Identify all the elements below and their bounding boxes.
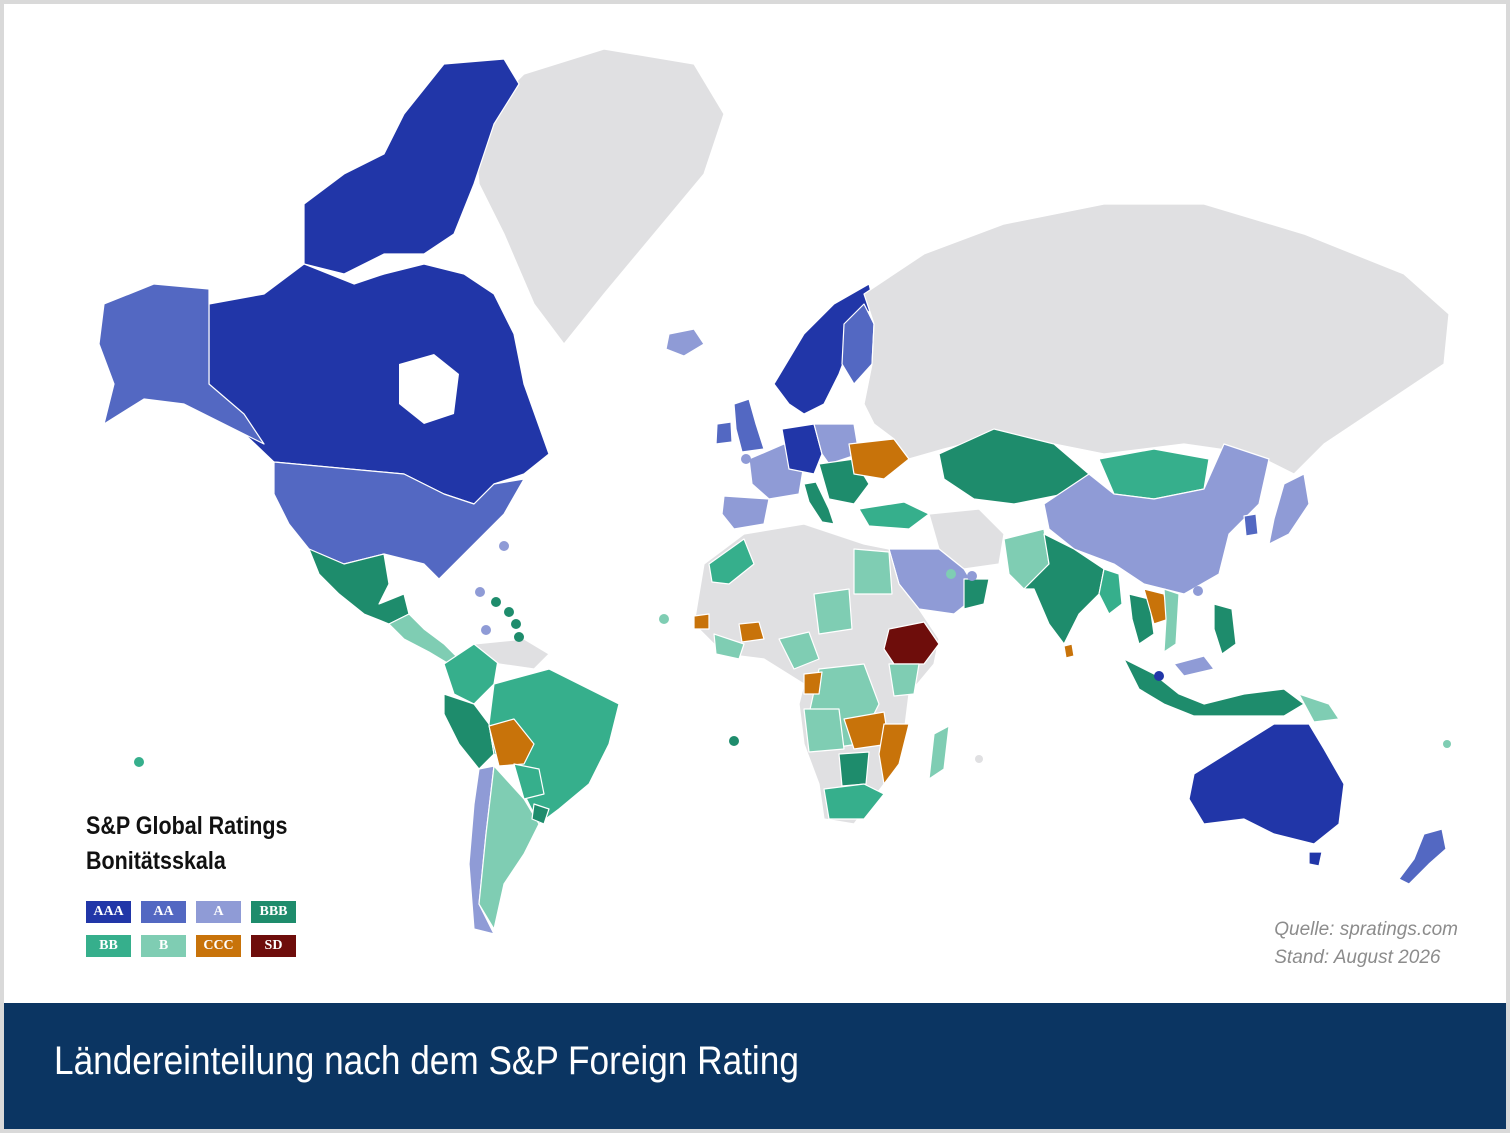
angola [803, 708, 845, 753]
thailand [1128, 593, 1155, 645]
italy [803, 481, 835, 525]
botswana [838, 751, 870, 787]
legend-swatch-b: B [141, 935, 186, 957]
island-dot [511, 619, 521, 629]
uruguay [531, 803, 550, 825]
island-dot [1154, 671, 1164, 681]
malaysia [1173, 655, 1215, 677]
legend-swatch-sd: SD [251, 935, 296, 957]
source-line: Quelle: spratings.com [1274, 919, 1458, 940]
island-dot [946, 569, 956, 579]
island-dot [1443, 740, 1451, 748]
new-zealand [1398, 828, 1447, 885]
papua-new-guinea [1298, 693, 1340, 723]
legend-swatches: AAA AA A BBB BB B CCC SD [86, 901, 346, 957]
nigeria [778, 631, 820, 670]
oman [963, 578, 990, 610]
ivory-coast [713, 633, 745, 660]
mozambique [878, 723, 910, 785]
legend-swatch-bb: BB [86, 935, 131, 957]
island-dot [729, 736, 739, 746]
ghana-region [738, 621, 765, 643]
kenya [888, 663, 920, 697]
footer-title: Ländereinteilung nach dem S&P Foreign Ra… [54, 1039, 799, 1083]
legend-title-line1: S&P Global Ratings [86, 812, 288, 840]
island-dot [1193, 586, 1203, 596]
gabon [803, 671, 823, 695]
tasmania [1308, 851, 1323, 867]
japan [1268, 473, 1310, 545]
island-dot [514, 632, 524, 642]
canada-arctic-islands [303, 58, 520, 275]
spain [721, 495, 770, 530]
ukraine [848, 438, 910, 480]
legend: S&P Global Ratings Bonitätsskala AAA AA … [86, 809, 346, 957]
morocco [708, 538, 755, 585]
date-line: Stand: August 2026 [1274, 947, 1441, 968]
source-note: Quelle: spratings.com Stand: August 2026 [1274, 916, 1458, 972]
map-card: S&P Global Ratings Bonitätsskala AAA AA … [4, 4, 1506, 1129]
paraguay [513, 763, 545, 800]
island-dot [975, 755, 983, 763]
greenland [473, 48, 725, 345]
egypt [853, 548, 893, 595]
island-dot [491, 597, 501, 607]
island-dot [475, 587, 485, 597]
ethiopia [883, 621, 940, 665]
ireland [715, 421, 733, 445]
island-dot [504, 607, 514, 617]
legend-swatch-bbb: BBB [251, 901, 296, 923]
korea [1243, 513, 1259, 537]
south-africa [823, 783, 885, 820]
canada [208, 263, 550, 505]
island-dot [741, 454, 751, 464]
legend-swatch-a: A [196, 901, 241, 923]
philippines [1213, 603, 1237, 655]
alaska [98, 283, 265, 445]
island-dot [499, 541, 509, 551]
myanmar [1098, 568, 1123, 615]
senegal [693, 613, 710, 630]
bolivia [488, 718, 535, 767]
world-map [98, 48, 1451, 935]
madagascar [928, 725, 950, 780]
sri-lanka [1063, 643, 1075, 659]
island-dot [967, 571, 977, 581]
peru [443, 693, 495, 770]
central-america [388, 613, 460, 665]
russia [863, 203, 1450, 475]
island-dot [481, 625, 491, 635]
iceland [665, 328, 705, 357]
uk [733, 398, 765, 453]
turkey [858, 501, 930, 530]
mexico [308, 548, 410, 625]
niger-region [813, 588, 853, 635]
hudson-bay [399, 354, 459, 424]
india [1023, 533, 1105, 645]
island-dot [659, 614, 669, 624]
australia [1188, 723, 1345, 845]
legend-swatch-aaa: AAA [86, 901, 131, 923]
legend-swatch-ccc: CCC [196, 935, 241, 957]
argentina [478, 765, 540, 930]
legend-title-line2: Bonitätsskala [86, 847, 226, 875]
central-europe [813, 423, 860, 465]
indonesia [1123, 658, 1305, 717]
legend-swatch-aa: AA [141, 901, 186, 923]
usa [273, 461, 525, 580]
footer-banner: Ländereinteilung nach dem S&P Foreign Ra… [4, 1003, 1506, 1129]
vietnam [1163, 588, 1180, 653]
germany [781, 423, 823, 475]
island-dot [134, 757, 144, 767]
